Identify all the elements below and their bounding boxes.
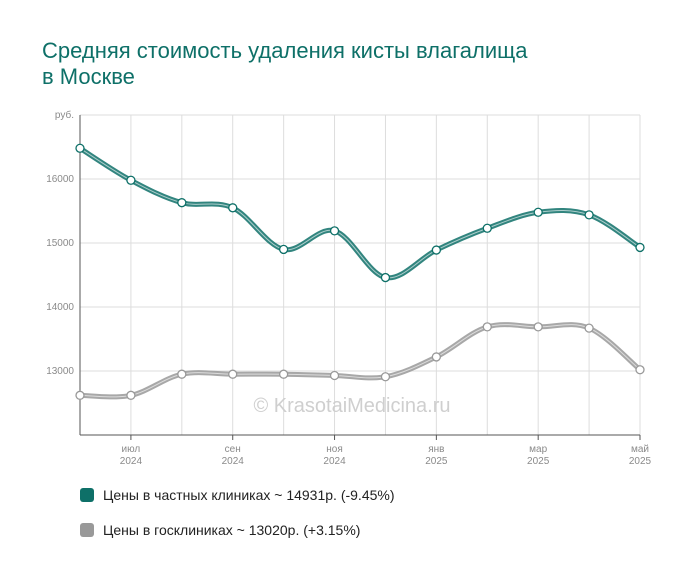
data-point-public <box>482 322 492 332</box>
data-point-public <box>533 322 543 332</box>
x-tick-label-year: 2025 <box>425 456 448 467</box>
data-point-private <box>431 245 442 255</box>
y-tick-label: 14000 <box>46 302 74 313</box>
data-point-private <box>380 272 391 283</box>
data-point-public <box>75 390 85 400</box>
data-point-public <box>278 369 289 379</box>
legend-label-private: Цены в частных клиниках ~ 14931р. (-9.45… <box>103 487 395 503</box>
y-tick-label: 15000 <box>46 238 74 249</box>
x-tick-label-month: янв <box>428 444 444 455</box>
x-tick-label-year: 2024 <box>323 456 346 467</box>
data-point-public <box>584 323 594 333</box>
x-tick-label-year: 2024 <box>120 456 143 467</box>
x-tick-label-month: сен <box>225 444 241 455</box>
data-point-private <box>75 143 85 153</box>
x-tick-label-month: ноя <box>326 444 343 455</box>
legend-item-private[interactable]: Цены в частных клиниках ~ 14931р. (-9.45… <box>80 487 395 503</box>
y-axis-unit-label: руб. <box>55 109 74 121</box>
data-point-private <box>584 210 594 220</box>
legend-label-public: Цены в госклиниках ~ 13020р. (+3.15%) <box>103 522 361 538</box>
data-point-private <box>482 223 492 233</box>
y-tick-label: 13000 <box>46 366 74 377</box>
x-tick-label-month: мар <box>529 444 547 455</box>
data-point-public <box>126 390 136 400</box>
legend-swatch-public <box>80 523 94 537</box>
data-point-public <box>635 365 645 375</box>
legend-item-public[interactable]: Цены в госклиниках ~ 13020р. (+3.15%) <box>80 522 360 538</box>
x-tick-label-month: май <box>631 444 649 455</box>
data-point-private <box>278 244 289 255</box>
x-tick-label-year: 2025 <box>527 456 550 467</box>
x-tick-label-year: 2024 <box>222 456 245 467</box>
chart-title-line-2: в Москве <box>42 64 135 89</box>
data-point-private <box>126 175 136 185</box>
series-line-public <box>77 322 643 400</box>
data-point-public <box>228 369 238 379</box>
data-point-private <box>635 242 645 253</box>
y-tick-label: 16000 <box>46 174 74 185</box>
data-point-public <box>329 370 340 381</box>
data-point-public <box>380 372 391 382</box>
series-line-highlight-public <box>79 324 641 398</box>
data-point-private <box>177 198 187 208</box>
data-point-private <box>228 203 238 213</box>
data-point-private <box>329 226 340 236</box>
data-point-private <box>533 207 543 217</box>
legend-swatch-private <box>80 488 94 502</box>
chart-title-line-1: Средняя стоимость удаления кисты влагали… <box>42 38 528 63</box>
series-line-private <box>77 145 643 281</box>
data-point-public <box>177 369 187 379</box>
chart-title: Средняя стоимость удаления кисты влагали… <box>42 38 662 90</box>
watermark-text: © KrasotaiMedicina.ru <box>253 395 450 417</box>
x-tick-label-year: 2025 <box>629 456 652 467</box>
data-point-public <box>431 352 442 362</box>
x-tick-label-month: июл <box>122 444 141 455</box>
